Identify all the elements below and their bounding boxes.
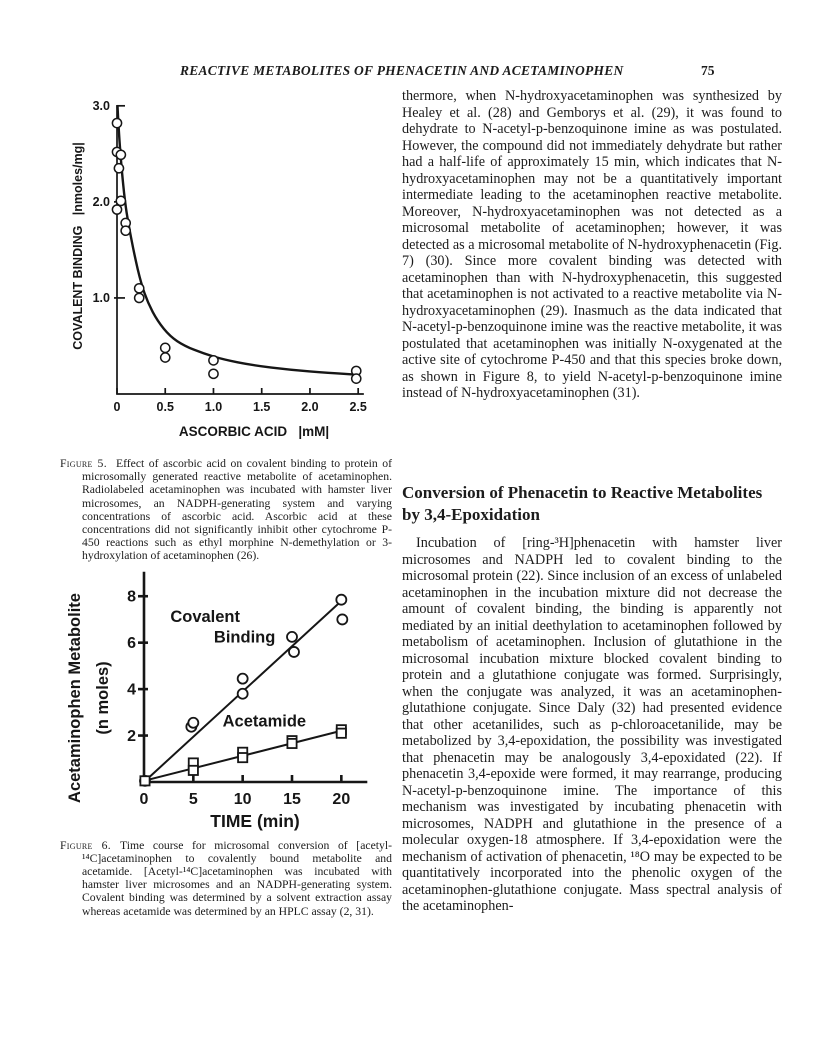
x-tick-label: 0.5 — [157, 400, 174, 414]
data-point-circle — [208, 368, 219, 380]
figure6-svg: 2 4 6 8 0 5 10 15 20 Covalent Binding Acetamide TIME… — [66, 571, 368, 831]
x-axis-label: TIME (min) — [210, 811, 299, 831]
x-tick-label: 2.0 — [301, 400, 318, 414]
x-tick-label: 20 — [332, 791, 350, 808]
data-point-circle — [350, 373, 362, 384]
figure6-caption: Figure 6. Time course for microsomal conv… — [60, 839, 392, 918]
data-point-square — [335, 727, 347, 739]
figure5-caption: Figure 5. Effect of ascorbic acid on cova… — [60, 457, 392, 563]
left-column: 1.0 2.0 3.0 0 0.5 1.0 1.5 2.0 2.5 ASCORBIC ACID |… — [60, 88, 392, 925]
x-tick-label: 15 — [283, 791, 301, 808]
fitted-curve — [116, 105, 359, 376]
y-tick-label: 3.0 — [93, 99, 110, 113]
x-tick-label: 0 — [140, 791, 149, 808]
data-point-circle — [113, 162, 125, 174]
right-column: thermore, when N-hydroxyacetaminophen wa… — [402, 88, 782, 915]
figure6-caption-text: Time course for microsomal conversion of… — [82, 838, 392, 918]
section-heading: Conversion of Phenacetin to Reactive Met… — [402, 483, 763, 524]
y-axis-label: Acetaminophen Metabolite — [66, 593, 84, 803]
data-point-square — [237, 751, 249, 763]
data-point-circle — [187, 716, 200, 729]
x-tick-label: 5 — [189, 791, 198, 808]
data-point-circle — [159, 342, 171, 354]
y-tick-label: 4 — [127, 681, 136, 698]
figure5-chart: 1.0 2.0 3.0 0 0.5 1.0 1.5 2.0 2.5 ASCORBIC ACID |… — [60, 88, 392, 454]
data-point-circle — [120, 225, 132, 237]
data-point-circle — [208, 355, 219, 366]
series-label: Binding — [214, 628, 275, 646]
section-paragraph: Incubation of [ring-³H]phenacetin with h… — [402, 535, 782, 914]
axis — [116, 104, 364, 395]
x-tick-label: 10 — [234, 791, 252, 808]
data-point-circle — [115, 195, 127, 207]
x-axis-label: ASCORBIC ACID |mM| — [179, 424, 329, 439]
y-tick-label: 6 — [127, 635, 136, 652]
body-paragraph-continuation: thermore, when N-hydroxyacetaminophen wa… — [402, 88, 782, 401]
data-point-circle — [335, 593, 348, 606]
data-point-square — [187, 764, 199, 776]
y-axis-label: COVALENT BINDING |nmoles/mg| — [71, 142, 85, 349]
x-tick-label: 1.5 — [253, 400, 270, 414]
data-point-circle — [133, 282, 145, 294]
y-tick-label: 2 — [127, 728, 136, 745]
data-point-circle — [286, 630, 298, 643]
data-point-square — [286, 737, 298, 749]
data-point-circle — [236, 687, 249, 700]
figure6-chart: 2 4 6 8 0 5 10 15 20 Covalent Binding Acetamide TIME… — [60, 570, 392, 836]
figure5-caption-text: Effect of ascorbic acid on covalent bind… — [82, 457, 392, 563]
data-point-square — [139, 774, 151, 786]
data-point-circle — [111, 117, 123, 129]
series-label: Acetamide — [223, 712, 306, 730]
data-point-circle — [236, 672, 249, 685]
y-tick-label: 2.0 — [93, 195, 110, 209]
y-tick-label: 8 — [127, 588, 136, 605]
running-title: REACTIVE METABOLITES OF PHENACETIN AND A… — [180, 63, 624, 78]
x-tick-label: 2.5 — [349, 400, 366, 414]
series-label: Covalent — [170, 607, 240, 625]
data-point-circle — [133, 292, 145, 304]
figure5-caption-label: Figure 5. — [60, 457, 107, 470]
x-tick-label: 0 — [114, 400, 121, 414]
figure6-caption-label: Figure 6. — [60, 838, 112, 852]
data-point-circle — [111, 204, 123, 215]
y-axis-label: (n moles) — [94, 661, 112, 734]
figure5-svg: 1.0 2.0 3.0 0 0.5 1.0 1.5 2.0 2.5 ASCORBIC ACID |… — [71, 99, 367, 439]
page-number: 75 — [701, 63, 715, 78]
data-point-circle — [115, 149, 127, 161]
y-tick-label: 1.0 — [93, 291, 110, 305]
data-point-circle — [159, 352, 171, 363]
data-point-circle — [288, 645, 300, 658]
data-point-circle — [336, 613, 349, 625]
x-tick-label: 1.0 — [205, 400, 222, 414]
